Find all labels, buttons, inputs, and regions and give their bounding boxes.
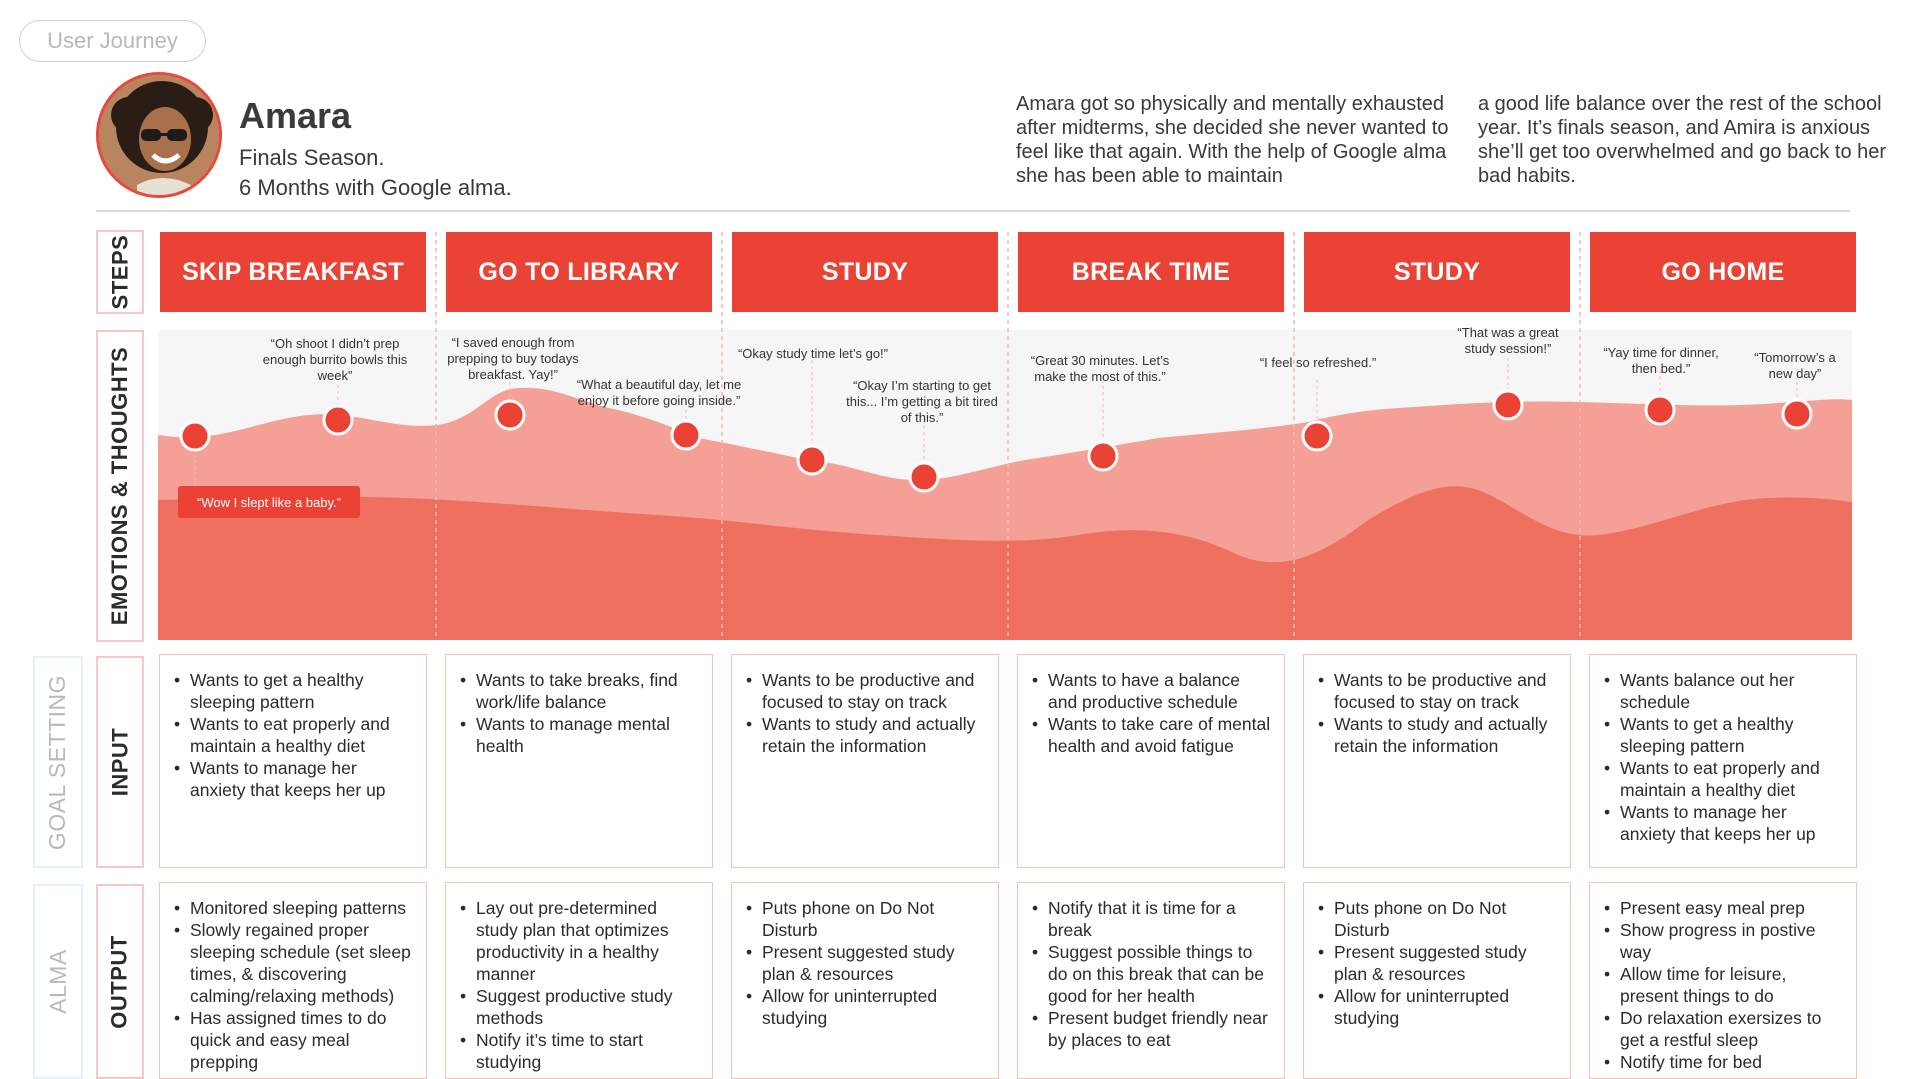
output-card-2: Lay out pre-determined study plan that o… [445, 882, 713, 1079]
output-card-6: Present easy meal prep Show progress in … [1589, 882, 1857, 1079]
row-label-emotions-text: EMOTIONS & THOUGHTS [107, 346, 133, 626]
input-card-3: Wants to be productive and focused to st… [731, 654, 999, 868]
user-journey-tag: User Journey [19, 20, 206, 62]
row-label-input: INPUT [96, 656, 144, 868]
output-item: Notify it’s time to start studying [460, 1029, 702, 1073]
emotion-area-dark [158, 486, 1852, 640]
quote-badge-1: “Wow I slept like a baby.” [178, 486, 360, 518]
emotion-curve-chart [158, 330, 1852, 640]
input-card-1: Wants to get a healthy sleeping pattern … [159, 654, 427, 868]
output-item: Suggest productive study methods [460, 985, 702, 1029]
input-item: Wants to get a healthy sleeping pattern [1604, 713, 1846, 757]
input-card-5: Wants to be productive and focused to st… [1303, 654, 1571, 868]
quote-7: “Great 30 minutes. Let’s make the most o… [1030, 353, 1170, 384]
input-item: Wants to be productive and focused to st… [1318, 669, 1560, 713]
output-item: Present suggested study plan & resources [746, 941, 988, 985]
quote-8: “I feel so refreshed.” [1259, 355, 1377, 370]
quote-6: “Okay I’m starting to get this... I’m ge… [846, 378, 998, 425]
quote-4: “What a beautiful day, let me enjoy it b… [576, 377, 742, 408]
output-card-4: Notify that it is time for a break Sugge… [1017, 882, 1285, 1079]
input-item: Wants to be productive and focused to st… [746, 669, 988, 713]
row-label-input-text: INPUT [107, 727, 132, 797]
output-item: Present easy meal prep [1604, 897, 1846, 919]
step-go-to-library: GO TO LIBRARY [446, 232, 712, 312]
output-item: Allow for uninterrupted studying [746, 985, 988, 1029]
row-label-emotions: EMOTIONS & THOUGHTS [96, 330, 144, 642]
persona-context: Finals Season. [239, 145, 385, 170]
row-label-steps-text: STEPS [107, 234, 133, 310]
output-item: Allow for uninterrupted studying [1318, 985, 1560, 1029]
output-item: Do relaxation exersizes to get a restful… [1604, 1007, 1846, 1051]
input-item: Wants to get a healthy sleeping pattern [174, 669, 416, 713]
step-break-time: BREAK TIME [1018, 232, 1284, 312]
output-card-5: Puts phone on Do Not Disturb Present sug… [1303, 882, 1571, 1079]
group-label-goal-setting-text: GOAL SETTING [44, 674, 71, 850]
group-label-alma-text: ALMA [44, 949, 71, 1014]
input-card-2: Wants to take breaks, find work/life bal… [445, 654, 713, 868]
quote-5: “Okay study time let’s go!” [737, 346, 889, 361]
persona-name: Amara [239, 95, 352, 136]
quote-11: “Tomorrow’s a new day” [1754, 350, 1836, 381]
persona-description-2: a good life balance over the rest of the… [1478, 93, 1887, 187]
output-item: Present budget friendly near by places t… [1032, 1007, 1274, 1051]
output-item: Suggest possible things to do on this br… [1032, 941, 1274, 1007]
output-card-3: Puts phone on Do Not Disturb Present sug… [731, 882, 999, 1079]
step-go-home: GO HOME [1590, 232, 1856, 312]
input-item: Wants to eat properly and maintain a hea… [174, 713, 416, 757]
output-item: Monitored sleeping patterns [174, 897, 416, 919]
input-item: Wants to take care of mental health and … [1032, 713, 1274, 757]
row-label-steps: STEPS [96, 230, 144, 314]
persona-tenure: 6 Months with Google alma. [239, 175, 512, 200]
group-label-alma: ALMA [33, 884, 83, 1079]
input-item: Wants to study and actually retain the i… [1318, 713, 1560, 757]
input-card-4: Wants to have a balance and productive s… [1017, 654, 1285, 868]
quote-9: “That was a great study session!” [1457, 325, 1559, 356]
output-item: Lay out pre-determined study plan that o… [460, 897, 702, 985]
step-study-1: STUDY [732, 232, 998, 312]
input-item: Wants to study and actually retain the i… [746, 713, 988, 757]
row-label-output-text: OUTPUT [107, 934, 133, 1029]
output-item: Present suggested study plan & resources [1318, 941, 1560, 985]
quote-10: “Yay time for dinner, then bed.” [1603, 345, 1719, 376]
group-label-goal-setting: GOAL SETTING [33, 656, 83, 868]
step-study-2: STUDY [1304, 232, 1570, 312]
persona-photo [99, 75, 219, 195]
avatar [96, 72, 222, 198]
persona-description-1: Amara got so physically and mentally exh… [1016, 93, 1449, 187]
output-item: Puts phone on Do Not Disturb [1318, 897, 1560, 941]
input-item: Wants to manage mental health [460, 713, 702, 757]
input-item: Wants to have a balance and productive s… [1032, 669, 1274, 713]
output-item: Notify that it is time for a break [1032, 897, 1274, 941]
output-card-1: Monitored sleeping patterns Slowly regai… [159, 882, 427, 1079]
input-card-6: Wants balance out her schedule Wants to … [1589, 654, 1857, 868]
quote-3: “I saved enough from prepping to buy tod… [447, 335, 579, 382]
output-item: Slowly regained proper sleeping schedule… [174, 919, 416, 1007]
quote-2: “Oh shoot I didn’t prep enough burrito b… [262, 336, 408, 383]
input-item: Wants to manage her anxiety that keeps h… [1604, 801, 1846, 845]
output-item: Show progress in postive way [1604, 919, 1846, 963]
output-item: Allow time for leisure, present things t… [1604, 963, 1846, 1007]
input-item: Wants balance out her schedule [1604, 669, 1846, 713]
input-item: Wants to manage her anxiety that keeps h… [174, 757, 416, 801]
output-item: Has assigned times to do quick and easy … [174, 1007, 416, 1073]
input-item: Wants to take breaks, find work/life bal… [460, 669, 702, 713]
output-item: Puts phone on Do Not Disturb [746, 897, 988, 941]
row-label-output: OUTPUT [96, 884, 144, 1079]
step-skip-breakfast: SKIP BREAKFAST [160, 232, 426, 312]
input-item: Wants to eat properly and maintain a hea… [1604, 757, 1846, 801]
header-divider [96, 210, 1850, 212]
output-item: Notify time for bed [1604, 1051, 1846, 1073]
